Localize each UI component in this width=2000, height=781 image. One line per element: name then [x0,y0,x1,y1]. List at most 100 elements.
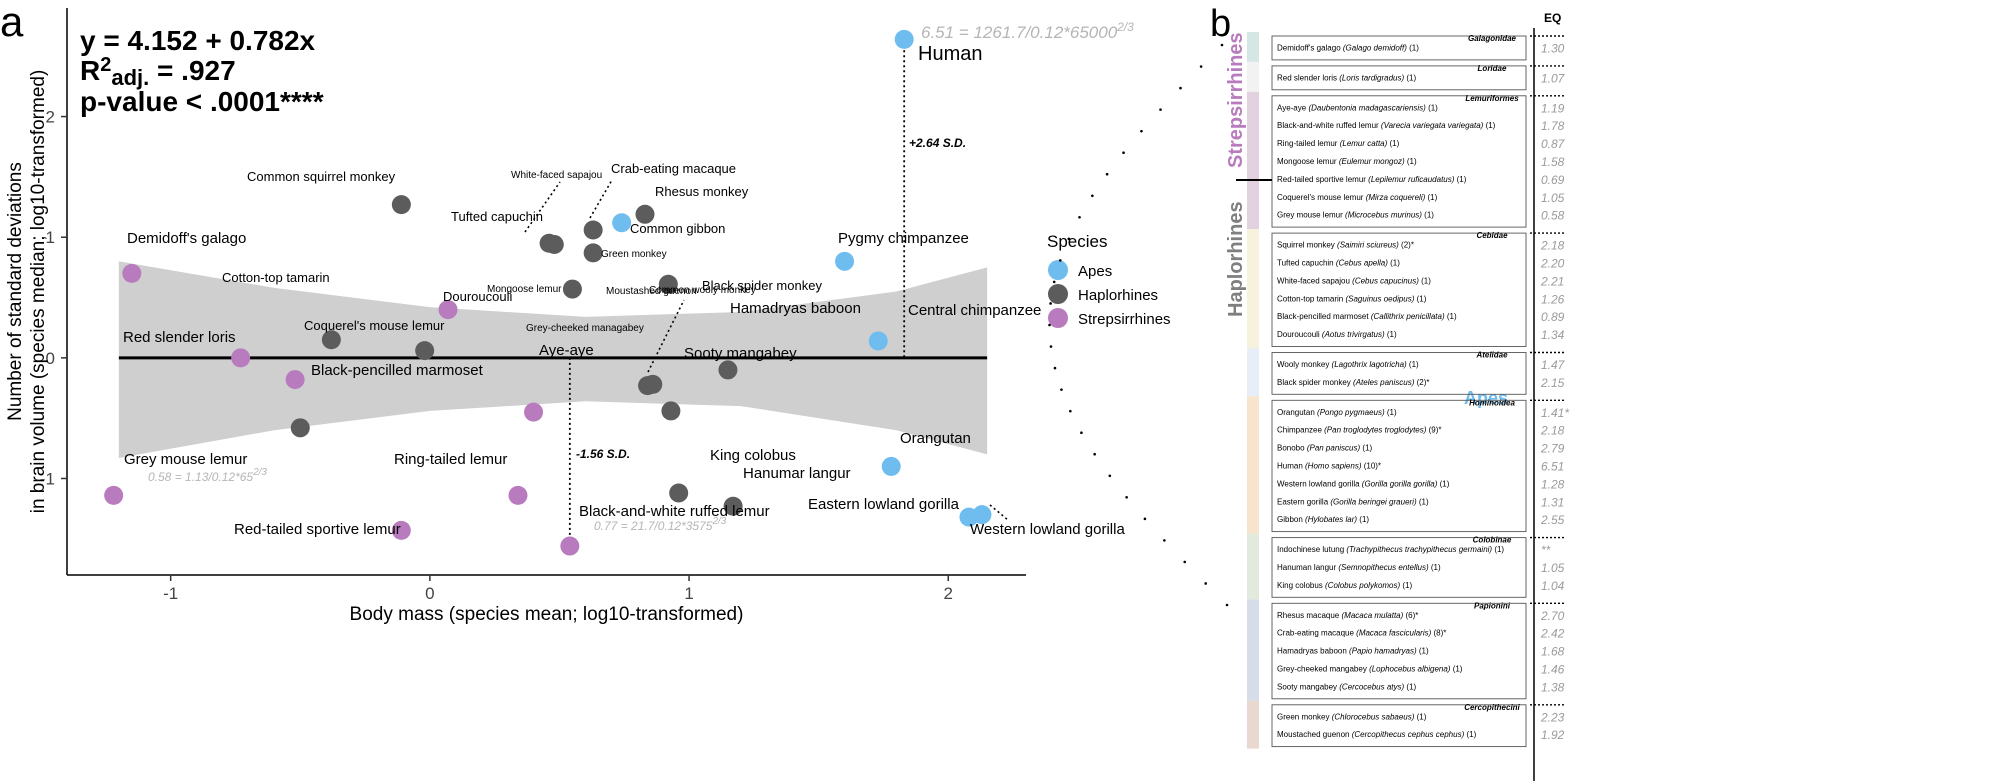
eq-value: 1.58 [1541,155,1565,169]
label-demidoffs-galago: Demidoff's galago [127,230,246,247]
group-color-band [1247,533,1259,600]
label-black-pencilled-marmoset: Black-pencilled marmoset [311,362,484,379]
eq-value: 1.78 [1541,119,1565,133]
point-black-and-white-ruffed-lemur [560,536,580,556]
strepsirrhines-group-label: Strepsirrhines [1225,32,1247,168]
connector-western-gorilla [989,504,1009,521]
label-coquerels-mouse-lemur: Coquerel's mouse lemur [304,318,445,333]
label-king-colobus: King colobus [710,447,796,464]
eq-value: 1.04 [1541,579,1565,593]
group-color-band [1247,396,1259,534]
panel-a-label: a [0,0,24,45]
bw-eq-exp: 2/3 [711,516,726,527]
table-row: Red-tailed sportive lemur (Lepilemur ruf… [1277,175,1467,184]
table-row: Wooly monkey (Lagothrix lagotricha) (1) [1277,360,1419,369]
point-western-lowland-gorilla [972,505,992,525]
connector-dot-curve [1048,43,1229,607]
family-label: Cebidae [1476,231,1508,240]
human-eq-annotation: 6.51 = 1261.7/0.12*650002/3 [921,20,1134,42]
point-cotton-top-tamarin [321,330,341,350]
family-label: Cercopithecini [1464,703,1520,712]
curve-dot [1179,86,1182,90]
group-color-band [1247,229,1259,349]
x-tick-label: 1 [684,584,693,603]
x-axis-label: Body mass (species mean; log10-transform… [350,604,744,625]
curve-dot [1093,452,1096,456]
point-coquerel-s-mouse-lemur [285,370,305,390]
table-row: Orangutan (Pongo pygmaeus) (1) [1277,408,1397,417]
eq-value: 1.38 [1541,680,1565,694]
curve-dot [1204,582,1208,585]
point-douroucouli [415,341,435,361]
table-row: Rhesus macaque (Macaca mulatta) (6)* [1277,611,1418,620]
point-sooty-mangabey [661,401,681,421]
point-black-spider-monkey [658,274,678,294]
family-label: Galagonidae [1468,34,1517,43]
table-row: Aye-aye (Daubentonia madagascariensis) (… [1277,103,1438,112]
haplorhines-group-label: Haplorhines [1225,201,1247,317]
group-color-band [1247,348,1259,397]
human-eq-base: 6.51 = 1261.7/0.12*65000 [921,23,1118,42]
curve-dot [1078,216,1081,219]
plot-area: -1 0 1 2 -1 0 1 2 Body mass (species mean; log10… [5,8,1026,625]
curve-dot [1122,151,1125,154]
point-ring-tailed-lemur [508,485,528,505]
grey-eq-annotation: 0.58 = 1.13/0.12*652/3 [148,467,267,484]
curve-dot [1105,172,1109,176]
r2-sup: 2 [100,54,111,76]
connector-crab-eating [589,179,613,219]
table-row: Black-pencilled marmoset (Callithrix pen… [1277,312,1457,321]
point-red-slender-loris [231,348,251,368]
family-box [1271,65,1527,91]
point-black-pencilled-marmoset [290,418,310,438]
family-box [1271,352,1527,395]
label-central-chimpanzee: Central chimpanzee [908,302,1041,319]
point-king-colobus [669,483,689,503]
group-color-band [1247,599,1259,701]
table-row: Grey mouse lemur (Microcebus murinus) (1… [1277,211,1434,220]
eq-value: 1.07 [1541,71,1566,85]
table-row: Moustached guenon (Cercopithecus cephus … [1277,730,1477,739]
table-row: Hamadryas baboon (Papio hamadryas) (1) [1277,647,1429,656]
family-box [1271,537,1527,598]
point-orangutan [881,456,901,476]
eq-value: 0.89 [1541,310,1565,324]
curve-dot [1140,129,1143,133]
y-axis-label-line1: Number of standard deviations [5,162,26,421]
curve-dot [1058,259,1062,262]
group-color-band [1247,32,1259,62]
y-tick-label: 2 [46,108,55,127]
label-common-gibbon: Common gibbon [630,221,725,236]
curve-dot [1091,194,1094,198]
curve-dot [1069,409,1072,413]
table-row: Indochinese lutung (Trachypithecus trach… [1277,545,1504,554]
label-human: Human [918,43,982,65]
eq-value: 1.41* [1541,406,1569,420]
point-grey-mouse-lemur [104,485,124,505]
point-labels: Human Pygmy chimpanzee Central chimpanze… [123,20,1134,538]
eq-value: 1.26 [1541,292,1565,306]
r-squared: R2adj. = .927 [80,54,236,90]
point-central-chimpanzee [868,331,888,351]
r2-value: = .927 [149,55,235,86]
eq-value: 1.31 [1541,495,1564,509]
connector-wooly [647,299,685,373]
point-common-squirrel-monkey [391,195,411,215]
eq-value: 2.20 [1540,257,1565,271]
family-box [1271,35,1527,61]
curve-dot [1163,539,1166,542]
curve-dot [1225,603,1229,607]
table-row: Grey-cheeked mangabey (Lophocebus albige… [1277,665,1463,674]
label-western-lowland-gorilla: Western lowland gorilla [970,521,1125,538]
bw-eq-base: 0.77 = 21.7/0.12*3575 [594,519,713,533]
label-red-tailed-sportive-lemur: Red-tailed sportive lemur [234,521,401,538]
eq-value: 6.51 [1541,460,1564,474]
point-white-faced-sapajou [544,234,564,254]
table-row: Tufted capuchin (Cebus apella) (1) [1277,259,1400,268]
sd-plus-annotation: +2.64 S.D. [909,136,966,150]
group-color-band [1247,91,1259,230]
family-label: Loridae [1478,64,1507,73]
curve-dot [1159,108,1162,111]
eq-value: 1.68 [1541,645,1565,659]
